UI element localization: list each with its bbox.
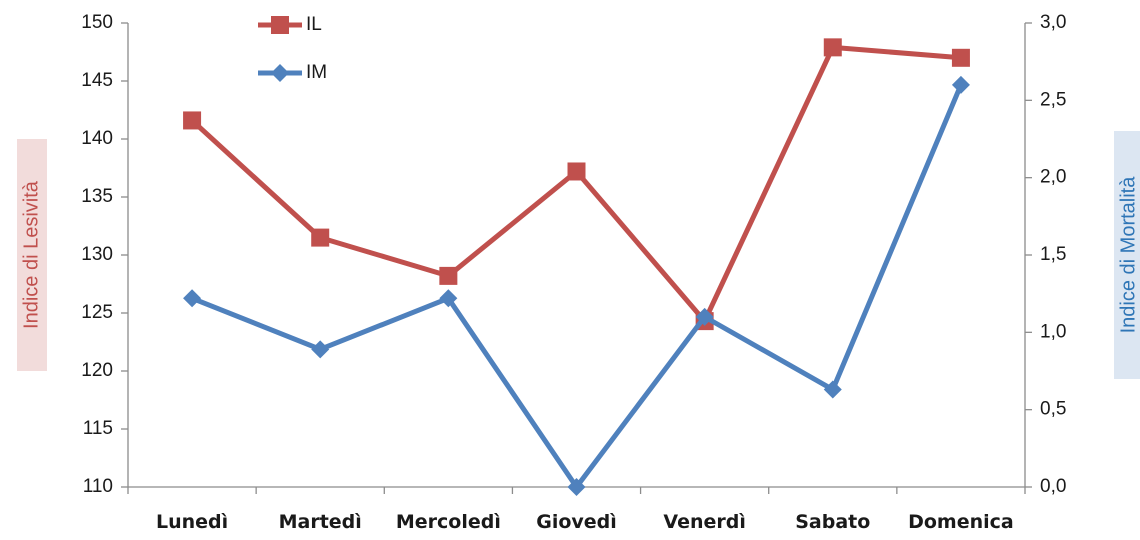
x-category-label: Lunedì — [156, 511, 228, 533]
y-left-tick-label: 125 — [81, 302, 113, 323]
x-category-label: Venerdì — [663, 511, 745, 533]
series-il-point — [823, 38, 842, 57]
y-left-tick-label: 150 — [81, 12, 113, 33]
y-right-tick-label: 3,0 — [1040, 12, 1066, 33]
legend-item-il: IL — [258, 14, 322, 35]
series-layer — [183, 38, 970, 496]
y-left-tick-label: 145 — [81, 70, 113, 91]
y-right-tick-label: 2,5 — [1040, 89, 1066, 110]
y-right-tick-label: 0,0 — [1040, 476, 1066, 497]
series-il-line — [190, 44, 962, 324]
legend-item-im: IM — [258, 62, 327, 83]
series-im-point — [183, 289, 202, 308]
series-im-point — [823, 380, 842, 399]
y-left-tick-label: 110 — [83, 476, 113, 497]
x-category-label: Domenica — [908, 511, 1014, 533]
tick-labels: 110 115 120 125 130 135 140 145 150 0,0 0,5 1,0 1,5 2… — [81, 12, 1066, 533]
y-left-tick-label: 140 — [81, 128, 113, 149]
series-im-point — [567, 478, 586, 496]
series-il — [183, 38, 970, 331]
y-axis-left-title-background — [17, 139, 47, 371]
y-right-tick-label: 0,5 — [1040, 399, 1066, 420]
y-left-tick-label: 120 — [81, 360, 113, 381]
y-left-tick-label: 130 — [81, 244, 113, 265]
y-axis-left-title: Indice di Lesività — [17, 139, 47, 371]
series-im-point — [439, 289, 458, 308]
y-left-tick-label: 115 — [83, 418, 113, 439]
y-axis-right-title-background — [1114, 131, 1140, 379]
legend-swatch-marker — [271, 16, 289, 34]
legend: IL IM — [258, 14, 327, 83]
x-category-label: Mercoledì — [396, 511, 501, 533]
legend-swatch-marker — [271, 64, 289, 82]
y-axis-right-title-text: Indice di Mortalità — [1117, 176, 1139, 334]
series-il-point — [951, 48, 970, 67]
axes — [121, 22, 1032, 494]
legend-label: IM — [306, 62, 327, 83]
series-im-point — [695, 307, 714, 326]
series-im-point — [311, 340, 330, 359]
series-il-point — [567, 162, 586, 181]
x-category-label: Martedì — [279, 511, 362, 533]
y-right-tick-label: 1,5 — [1040, 244, 1066, 265]
y-left-tick-label: 135 — [81, 186, 113, 207]
legend-label: IL — [306, 14, 322, 35]
series-il-point — [311, 228, 330, 247]
x-category-label: Giovedì — [536, 511, 617, 533]
y-axis-left-title-text: Indice di Lesività — [20, 180, 42, 329]
series-im — [183, 75, 970, 496]
series-il-point — [439, 266, 458, 285]
x-category-label: Sabato — [795, 511, 870, 533]
y-right-tick-label: 1,0 — [1040, 321, 1066, 342]
y-axis-right-title: Indice di Mortalità — [1114, 131, 1140, 379]
y-right-tick-label: 2,0 — [1040, 167, 1066, 188]
series-im-line — [191, 83, 964, 490]
series-im-point — [951, 75, 970, 94]
series-il-point — [183, 111, 202, 130]
